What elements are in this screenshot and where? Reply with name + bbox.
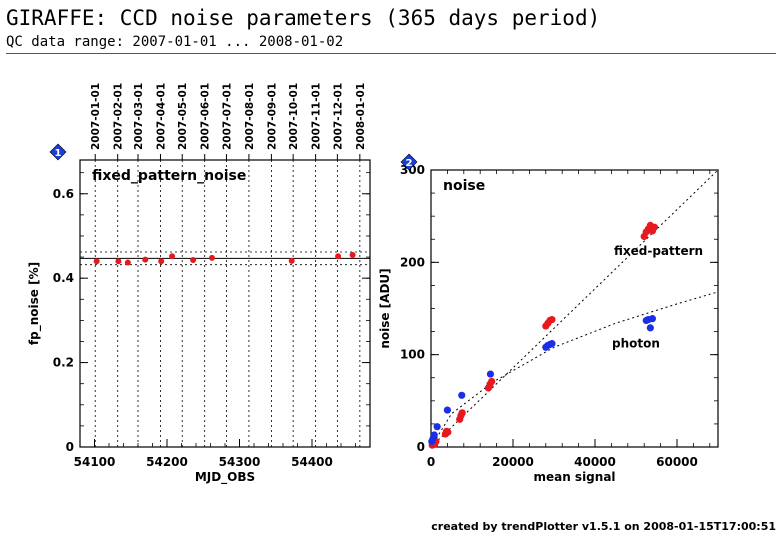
panel2-x-tick-label: 20000 [492,455,534,469]
panel2-x-axis-label: mean signal [533,470,615,484]
panel1-red-data-point [142,256,149,263]
page-title: GIRAFFE: CCD noise parameters (365 days … [6,6,601,30]
footer-credit: created by trendPlotter v1.5.1 on 2008-0… [431,520,776,533]
panel2-plot-frame [430,169,719,448]
panel2-panel-label: noise [443,178,485,194]
panel2-y-axis-label: noise [ADU] [378,268,392,348]
panel1-date-label: 2007-05-01 [177,83,189,150]
panel1-red-data-point [93,258,100,265]
panel1-x-tick-label: 54100 [74,455,116,469]
panel1-x-tick-label: 54400 [291,455,333,469]
page-subtitle: QC data range: 2007-01-01 ... 2008-01-02 [6,34,344,50]
panel2-blue-data-point [648,315,657,323]
panel1-x-axis-label: MJD_OBS [195,470,255,485]
panel1-red-data-point [124,259,131,266]
panel1-date-label: 2007-04-01 [155,83,167,150]
panel2-red-data-point [444,428,452,436]
panel1-date-label: 2007-08-01 [244,83,256,150]
panel2-annotation: photon [612,336,660,350]
panel2-red-data-point [650,223,659,231]
panel2-blue-data-point [433,423,441,431]
panel2-blue-data-point [646,324,654,332]
panel1-y-tick-label: 0.2 [53,356,74,370]
panel1-red-data-point [208,254,215,261]
panel2-y-tick-label: 100 [400,348,425,362]
panel2-y-tick-label: 200 [400,255,425,269]
panel2-blue-data-point [548,339,556,348]
panel1-badge-diamond [49,143,67,161]
panel2-x-tick-label: 0 [427,455,435,469]
panel1-y-axis-label: fp_noise [%] [27,262,42,345]
panel2-red-data-point [548,315,556,324]
panel1-date-label: 2007-11-01 [311,83,323,150]
panel1-y-tick-label: 0.4 [53,271,74,285]
panel1-date-label: 2007-09-01 [266,83,278,150]
panel1-date-label: 2007-06-01 [200,83,212,150]
panel2-fit-line-fixed-pattern [430,169,719,448]
panel1-red-data-point [349,251,356,258]
panel1-date-label: 2007-12-01 [332,83,344,150]
panel2-fit-line-photon [430,291,719,448]
panel1-red-data-point [288,257,295,264]
panel1-plot-frame [79,159,371,448]
title-divider [6,53,776,54]
panel2-red-data-point [458,409,466,417]
panel2-blue-data-point [486,370,495,378]
panel1-y-tick-label: 0 [66,440,74,454]
panel1-date-label: 2008-01-01 [355,83,367,150]
panel2-blue-data-point [443,406,451,414]
panel2-x-tick-label: 60000 [656,455,698,469]
panel1-x-tick-label: 54200 [146,455,188,469]
panel1-red-data-point [190,257,197,264]
panel2-blue-data-point [430,431,438,439]
panel1-red-data-point [169,253,176,260]
panel1-red-data-point [158,258,165,265]
panel1-red-data-point [335,253,342,260]
panel1-date-label: 2007-07-01 [221,83,233,150]
panel1-date-label: 2007-01-01 [90,83,102,150]
panel1-date-label: 2007-02-01 [113,83,125,150]
panel2-x-tick-label: 40000 [574,455,616,469]
panel1-x-tick-label: 54300 [219,455,261,469]
panel2-annotation: fixed-pattern [614,244,703,258]
panel2-badge-diamond [400,153,418,171]
panel1-date-label: 2007-03-01 [133,83,145,150]
panel1-panel-label: fixed_pattern_noise [92,168,246,184]
panel2-blue-data-point [458,391,466,399]
panel2-badge-number: 2 [406,158,413,169]
panel1-red-data-point [115,258,122,265]
panel1-badge-number: 1 [55,148,62,159]
panel2-y-tick-label: 0 [417,440,425,454]
panel2-red-data-point [488,377,496,386]
panel1-date-label: 2007-10-01 [288,83,300,150]
panel1-y-tick-label: 0.6 [53,187,74,201]
